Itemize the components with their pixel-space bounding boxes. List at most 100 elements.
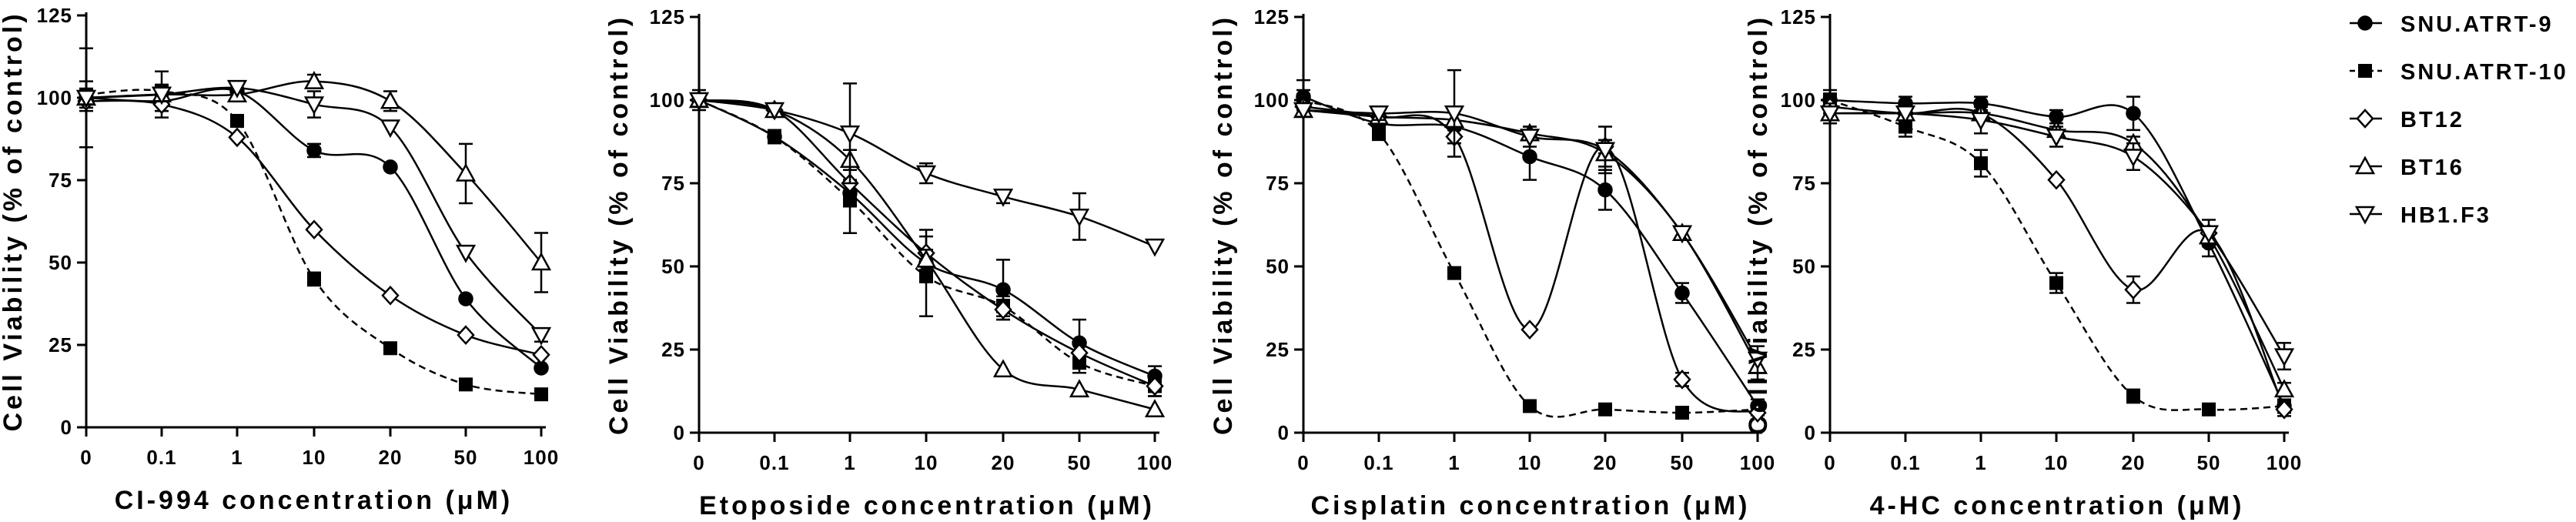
- y-axis-title: Cell Viability (% of control): [1209, 15, 1238, 435]
- x-tick-label: 10: [1518, 451, 1542, 474]
- series-hb1-f3: [1293, 69, 1768, 374]
- legend: SNU.ATRT-9 SNU.ATRT-10 BT12 BT16 HB1.F3: [2350, 12, 2566, 228]
- data-point: [764, 102, 785, 121]
- data-point: [1597, 182, 1613, 198]
- data-point: [530, 326, 552, 346]
- data-point: [2126, 389, 2140, 403]
- legend-label: SNU.ATRT-9: [2400, 12, 2554, 37]
- series-bt12: [77, 90, 550, 365]
- y-tick-label: 0: [61, 416, 72, 439]
- x-tick-label: 50: [1068, 451, 1092, 474]
- y-tick-label: 0: [1278, 421, 1290, 444]
- data-point: [1069, 208, 1090, 227]
- y-tick-label: 50: [49, 251, 72, 274]
- data-point: [1519, 129, 1541, 148]
- data-point: [305, 219, 323, 240]
- data-point: [768, 129, 781, 144]
- y-tick-label: 100: [650, 89, 685, 112]
- y-tick-label: 75: [661, 172, 685, 195]
- data-point: [2124, 279, 2143, 300]
- data-point: [1673, 370, 1691, 390]
- data-point: [530, 252, 552, 271]
- y-tick-label: 50: [1792, 255, 1816, 278]
- y-tick-label: 0: [1805, 421, 1816, 444]
- y-tick-label: 25: [1266, 338, 1290, 361]
- x-tick-label: 50: [2197, 451, 2221, 474]
- data-point: [532, 344, 550, 365]
- y-tick-label: 100: [37, 86, 72, 109]
- data-point: [1523, 399, 1537, 413]
- data-point: [1598, 402, 1612, 417]
- data-point: [915, 165, 937, 184]
- legend-item: BT12: [2350, 108, 2464, 132]
- y-axis-title: Cell Viability (% of control): [604, 15, 634, 435]
- legend-label: BT12: [2400, 108, 2464, 132]
- data-point: [992, 359, 1014, 378]
- data-point: [307, 272, 321, 286]
- y-tick-label: 0: [674, 421, 685, 444]
- x-tick-label: 0.1: [146, 446, 176, 469]
- legend-marker: [2354, 156, 2376, 175]
- y-tick-label: 25: [1792, 338, 1816, 361]
- y-tick-label: 75: [49, 169, 72, 192]
- x-tick-label: 50: [1671, 451, 1694, 474]
- data-point: [2047, 169, 2066, 190]
- data-point: [1146, 376, 1164, 397]
- data-point: [458, 291, 473, 306]
- x-tick-label: 20: [2122, 451, 2146, 474]
- chart-panel-1: 0 25 50 75 100 125 0 0.1 1 10 20 50 100 CI-994 concen…: [0, 4, 558, 515]
- data-point: [303, 71, 325, 89]
- x-tick-label: 1: [1975, 451, 1986, 474]
- x-tick-label: 100: [1740, 451, 1775, 474]
- data-point: [383, 159, 398, 175]
- data-point: [226, 79, 248, 99]
- y-tick-label: 100: [1781, 89, 1816, 112]
- data-point: [1895, 105, 1916, 124]
- data-point: [1444, 105, 1465, 124]
- x-tick-label: 0.1: [1363, 451, 1393, 474]
- y-axis-title: Cell Viability (% of control): [1744, 15, 1773, 435]
- fit-curve: [1303, 105, 1758, 414]
- legend-label: HB1.F3: [2400, 203, 2491, 228]
- data-point: [381, 285, 400, 306]
- data-point: [228, 127, 246, 148]
- data-point: [534, 387, 548, 402]
- data-point: [915, 249, 937, 268]
- y-tick-label: 25: [49, 333, 72, 356]
- series-bt16: [688, 89, 1166, 418]
- legend-item: SNU.ATRT-9: [2350, 12, 2554, 37]
- data-point: [1974, 156, 1988, 171]
- data-point: [1144, 399, 1166, 418]
- data-point: [1447, 266, 1461, 280]
- chart-panel-3: 0 25 50 75 100 125 0 0.1 1 10 20 50 100 Cisplatin con…: [1209, 5, 1775, 520]
- data-point: [839, 125, 861, 144]
- data-point: [380, 90, 401, 109]
- legend-label: BT16: [2400, 156, 2464, 180]
- x-tick-label: 1: [231, 446, 243, 469]
- y-tick-label: 125: [1254, 5, 1290, 28]
- y-tick-label: 25: [661, 338, 685, 361]
- data-point: [1747, 351, 1768, 370]
- x-tick-label: 0: [1824, 451, 1835, 474]
- y-tick-label: 50: [661, 255, 685, 278]
- data-point: [1674, 285, 1690, 301]
- data-point: [1070, 343, 1089, 363]
- data-point: [306, 142, 322, 159]
- y-tick-label: 125: [37, 4, 72, 27]
- data-point: [1748, 403, 1767, 423]
- data-point: [1293, 102, 1314, 121]
- x-axis-title: CI-994 concentration (μM): [115, 486, 514, 515]
- y-tick-label: 75: [1792, 172, 1816, 195]
- y-tick-label: 125: [1781, 5, 1816, 28]
- data-point: [2273, 348, 2295, 367]
- data-point: [2198, 225, 2220, 244]
- series-hb1-f3: [75, 79, 552, 346]
- y-tick-label: 50: [1266, 255, 1290, 278]
- data-point: [1671, 225, 1693, 244]
- x-tick-label: 0: [1297, 451, 1309, 474]
- data-point: [1675, 406, 1689, 420]
- x-tick-label: 0: [693, 451, 704, 474]
- fit-curve: [1829, 99, 2286, 407]
- data-point: [75, 89, 97, 109]
